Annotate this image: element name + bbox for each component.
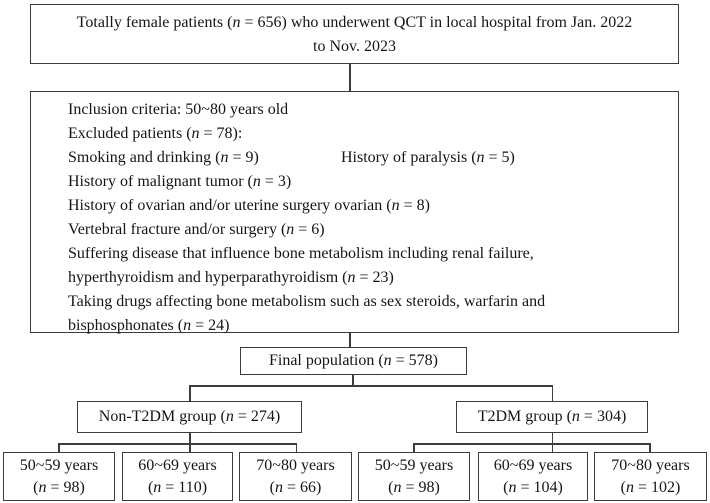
non-t2dm-group-label: Non-T2DM group (n = 274) <box>98 408 281 425</box>
age-n-label: (n = 66) <box>269 479 322 496</box>
connector-to-non-t2dm <box>189 385 191 401</box>
connector-non-t2dm-age1 <box>58 443 60 452</box>
branch-groups-horizontal <box>189 385 553 387</box>
exclusion-row-smoking-paralysis: Smoking and drinking (n = 9) History of … <box>68 146 668 170</box>
connector-criteria-to-final <box>349 333 351 347</box>
age-range-label: 60~69 years <box>493 457 573 474</box>
age-range-label: 70~80 years <box>611 457 690 474</box>
exclusion-malignant-tumor: History of malignant tumor (n = 3) <box>68 173 292 190</box>
connector-non-t2dm-age2 <box>189 443 191 452</box>
exclusion-vertebral-fracture: Vertebral fracture and/or surgery (n = 6… <box>68 221 325 238</box>
age-n-label: (n = 102) <box>620 479 681 496</box>
age-box-non-t2dm-50-59: 50~59 years (n = 98) <box>3 452 115 501</box>
age-box-t2dm-50-59: 50~59 years (n = 98) <box>358 452 470 501</box>
exclusion-ovarian-surgery: History of ovarian and/or uterine surger… <box>68 197 430 214</box>
total-patients-line2: to Nov. 2023 <box>313 38 396 55</box>
age-n-label: (n = 110) <box>147 479 208 496</box>
non-t2dm-group-box: Non-T2DM group (n = 274) <box>77 401 302 433</box>
t2dm-group-label: T2DM group (n = 304) <box>477 408 627 425</box>
final-population-label: Final population (n = 578) <box>268 352 438 369</box>
branch-t2dm-horizontal <box>413 443 651 445</box>
connector-final-drop <box>352 375 354 385</box>
age-box-t2dm-70-80: 70~80 years (n = 102) <box>594 452 707 501</box>
exclusion-paralysis: History of paralysis (n = 5) <box>341 149 515 166</box>
age-n-label: (n = 98) <box>388 479 440 496</box>
age-range-label: 60~69 years <box>138 457 217 474</box>
non-t2dm-drop <box>189 433 191 443</box>
age-box-non-t2dm-70-80: 70~80 years (n = 66) <box>239 452 352 501</box>
connector-t2dm-age1 <box>413 443 415 452</box>
branch-non-t2dm-horizontal <box>58 443 297 445</box>
age-range-label: 50~59 years <box>374 457 454 474</box>
total-patients-box: Totally female patients (n = 656) who un… <box>30 4 679 64</box>
age-n-label: (n = 104) <box>503 479 563 496</box>
inclusion-criteria-line: Inclusion criteria: 50~80 years old <box>68 101 289 118</box>
age-box-t2dm-60-69: 60~69 years (n = 104) <box>478 452 588 501</box>
connector-to-t2dm <box>551 385 554 401</box>
t2dm-group-box: T2DM group (n = 304) <box>456 401 648 433</box>
age-box-non-t2dm-60-69: 60~69 years (n = 110) <box>122 452 233 501</box>
total-patients-line1: Totally female patients (n = 656) who un… <box>76 13 633 31</box>
t2dm-drop <box>551 433 554 443</box>
exclusion-disease-line1: Suffering disease that influence bone me… <box>68 245 534 262</box>
exclusion-smoking: Smoking and drinking (n = 9) <box>68 149 259 166</box>
age-range-label: 50~59 years <box>19 457 99 474</box>
connector-t2dm-age3 <box>649 443 651 452</box>
age-range-label: 70~80 years <box>256 457 335 474</box>
connector-t2dm-age2 <box>551 443 554 452</box>
exclusion-disease-line2: hyperthyroidism and hyperparathyroidism … <box>68 269 394 286</box>
connector-top-to-criteria <box>349 64 351 91</box>
age-n-label: (n = 98) <box>33 479 85 496</box>
exclusion-drugs-line1: Taking drugs affecting bone metabolism s… <box>68 293 546 310</box>
excluded-patients-line: Excluded patients (n = 78): <box>68 125 243 142</box>
exclusion-drugs-line2: bisphosphonates (n = 24) <box>68 317 230 334</box>
criteria-box: Inclusion criteria: 50~80 years old Excl… <box>30 91 679 334</box>
final-population-box: Final population (n = 578) <box>240 347 467 375</box>
connector-non-t2dm-age3 <box>295 443 298 452</box>
